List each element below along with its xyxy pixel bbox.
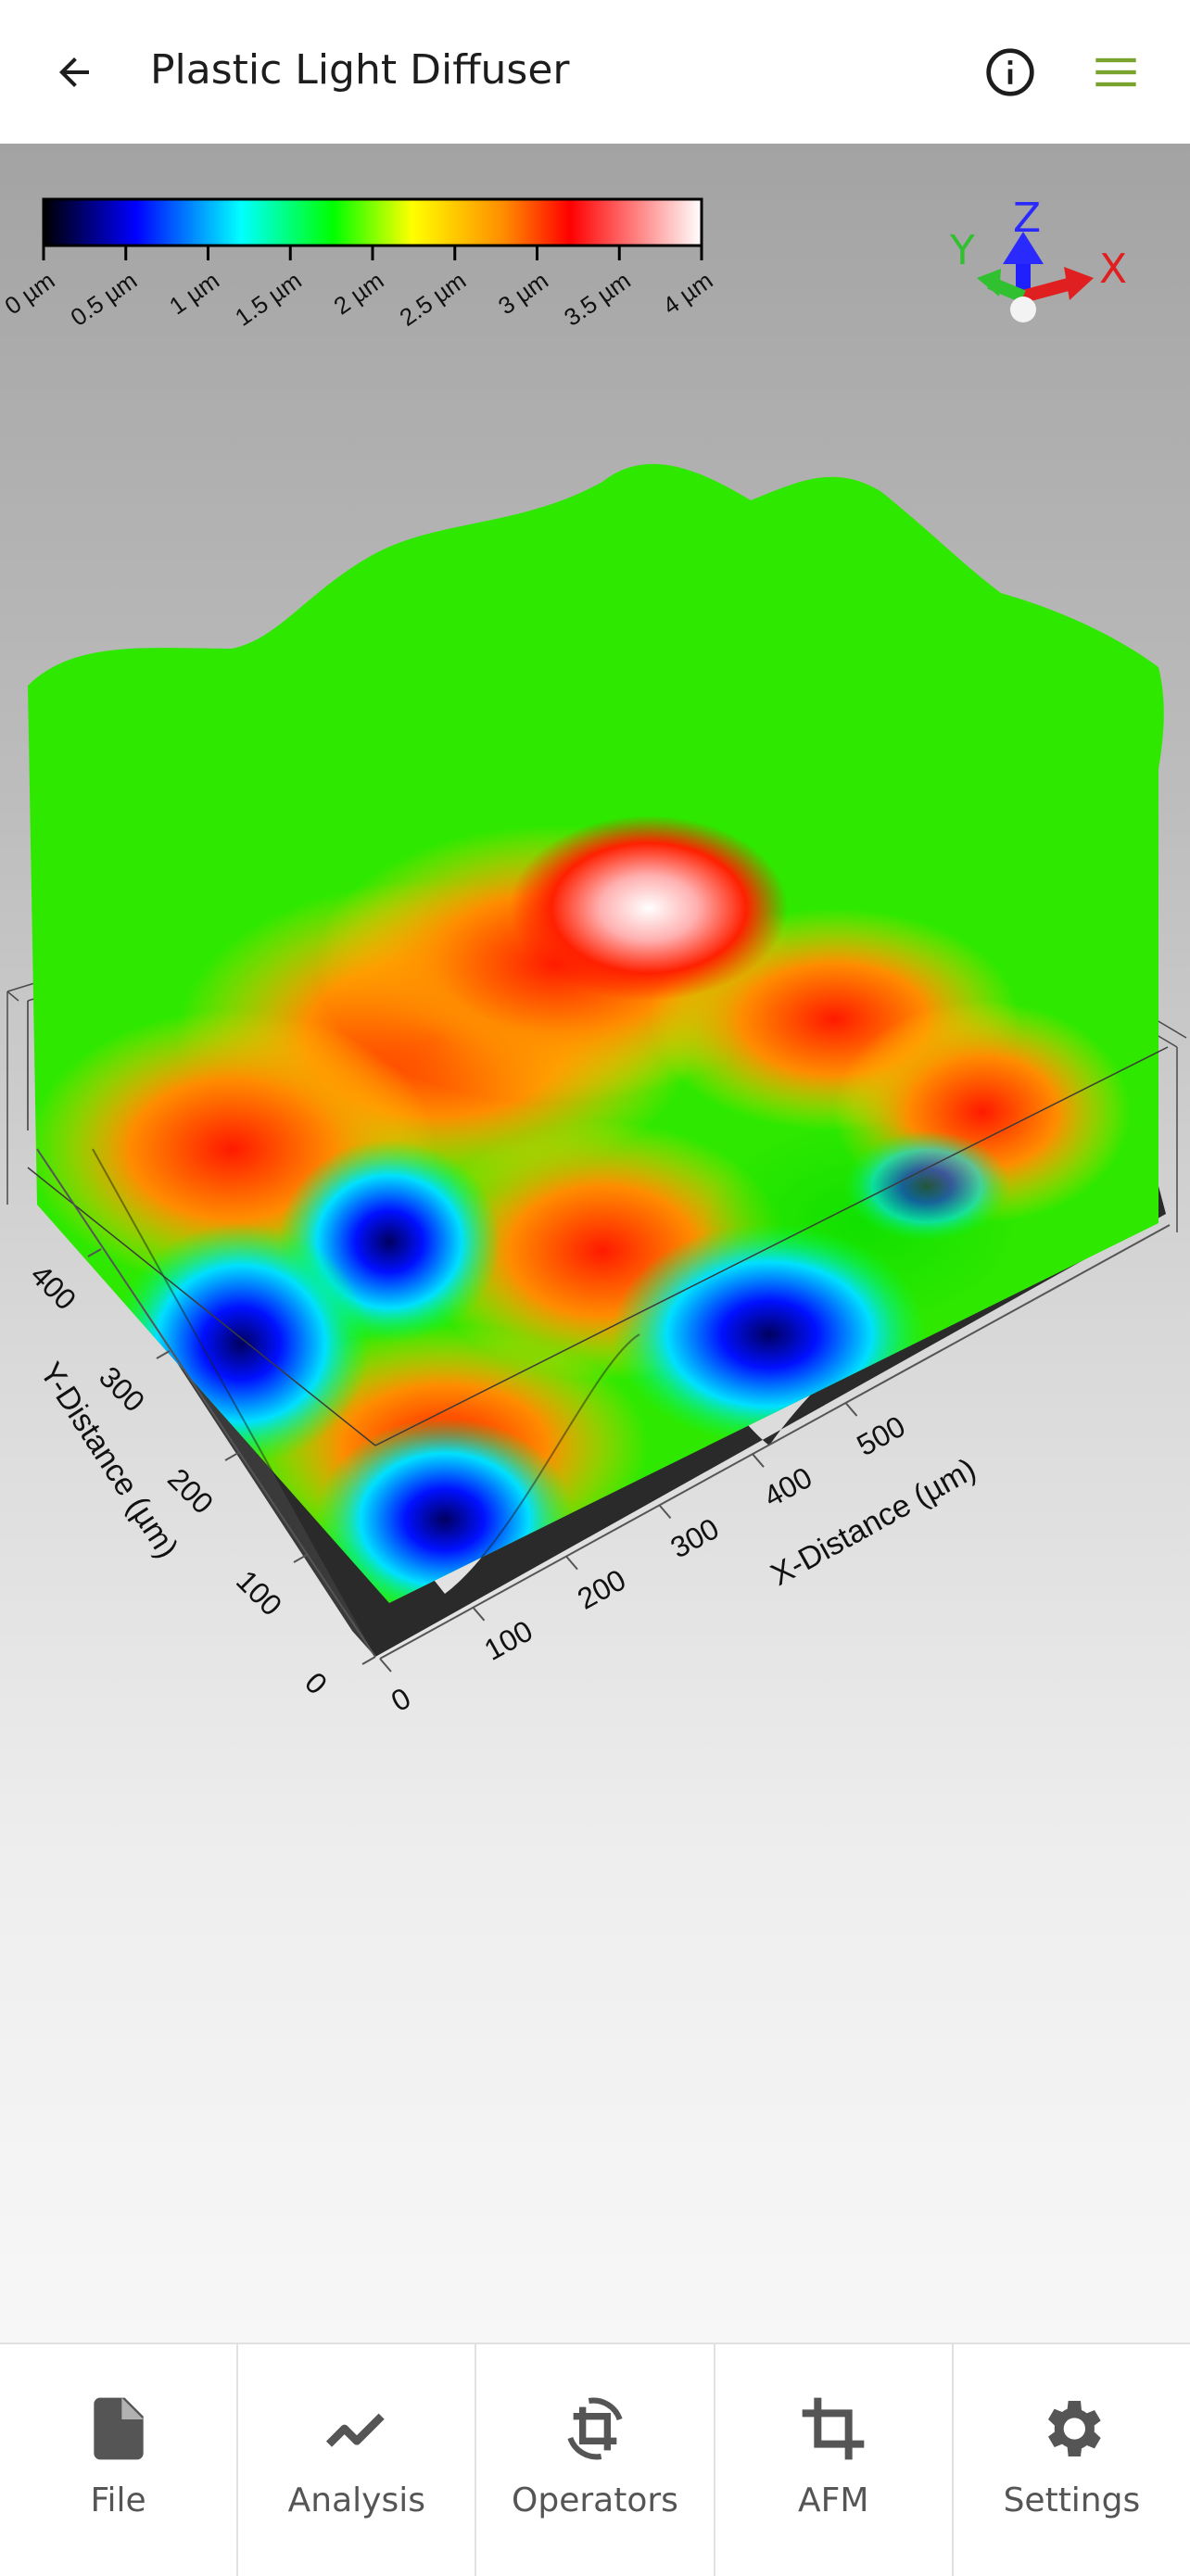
file-icon [93, 2397, 144, 2460]
y-axis-tick-label: 300 [93, 1359, 151, 1418]
trend-line-icon [325, 2413, 385, 2447]
y-axis-tick [224, 1452, 239, 1461]
x-axis-tick-label: 400 [758, 1460, 817, 1513]
colorbar-ticks: 0 µm 0.5 µm 1 µm 1.5 µm 2 µm 2.5 µm 3 µm 3.5 µm… [0, 246, 717, 332]
y-axis-tick-label: 200 [161, 1461, 220, 1520]
colorbar-tick-label: 1.5 µm [230, 266, 307, 331]
y-axis-tick [87, 1248, 102, 1257]
colorbar-tick-label: 0 µm [0, 266, 59, 320]
info-button[interactable] [973, 37, 1047, 107]
surface-3d-viewport[interactable]: 0 µm 0.5 µm 1 µm 1.5 µm 2 µm 2.5 µm 3 µm 3.5 µm… [0, 144, 1190, 2342]
height-colorbar [42, 197, 703, 247]
y-axis-tick-label: 0 [298, 1665, 334, 1700]
surface-plot [28, 463, 1164, 1603]
x-axis-tick [658, 1504, 672, 1520]
gear-icon [1048, 2401, 1102, 2456]
nav-analysis-label: Analysis [287, 2481, 425, 2519]
nav-file[interactable]: File [0, 2344, 239, 2576]
nav-settings-label: Settings [1003, 2481, 1141, 2519]
axis-label-x: X [1099, 246, 1127, 293]
nav-file-label: File [90, 2481, 146, 2519]
nav-afm[interactable]: AFM [715, 2344, 954, 2576]
bottom-navigation: File Analysis Operators AFM [0, 2342, 1190, 2576]
menu-button[interactable] [1079, 37, 1153, 107]
colorbar-tick-label: 3 µm [493, 266, 553, 320]
colorbar-tick-label: 0.5 µm [65, 266, 142, 331]
app-bar: Plastic Light Diffuser [0, 0, 1190, 144]
nav-afm-label: AFM [798, 2481, 869, 2519]
colorbar-tick-label: 2.5 µm [394, 266, 471, 331]
hamburger-menu-icon [1095, 57, 1136, 87]
x-axis-tick-label: 0 [386, 1681, 416, 1718]
axis-label-y: Y [949, 227, 975, 274]
colorbar-tick-label: 2 µm [328, 266, 388, 320]
back-button[interactable] [37, 37, 111, 107]
axis-triad: Z X Y [949, 195, 1127, 322]
nav-analysis[interactable]: Analysis [238, 2344, 477, 2576]
nav-operators-label: Operators [512, 2481, 678, 2519]
y-axis-tick-label: 100 [230, 1563, 288, 1622]
y-axis-tick-label: 400 [24, 1257, 82, 1316]
x-axis-tick [565, 1555, 578, 1571]
x-axis-tick [472, 1607, 486, 1622]
x-axis-tick-label: 300 [665, 1511, 724, 1564]
y-axis-tick [361, 1656, 376, 1665]
x-axis-tick-label: 500 [851, 1409, 910, 1462]
colorbar-tick-label: 3.5 µm [559, 266, 636, 331]
x-axis-tick [844, 1402, 858, 1417]
x-axis-tick [379, 1658, 392, 1673]
page-title: Plastic Light Diffuser [150, 46, 570, 94]
y-axis-tick [293, 1554, 308, 1563]
nav-operators[interactable]: Operators [476, 2344, 715, 2576]
bounding-box-front [27, 1001, 1169, 1446]
x-axis-tick-label: 100 [478, 1614, 538, 1667]
info-icon [986, 48, 1034, 96]
x-axis-tick-label: 200 [572, 1562, 631, 1615]
x-axis-tick [752, 1453, 765, 1468]
colorbar-tick-label: 1 µm [164, 266, 224, 320]
arrow-back-icon [59, 57, 89, 87]
crop-icon [802, 2397, 865, 2460]
nav-settings[interactable]: Settings [954, 2344, 1190, 2576]
colorbar-tick-label: 4 µm [657, 266, 717, 320]
crop-rotate-icon [567, 2397, 623, 2460]
axis-label-z: Z [1013, 195, 1041, 242]
y-axis-tick [156, 1350, 171, 1359]
